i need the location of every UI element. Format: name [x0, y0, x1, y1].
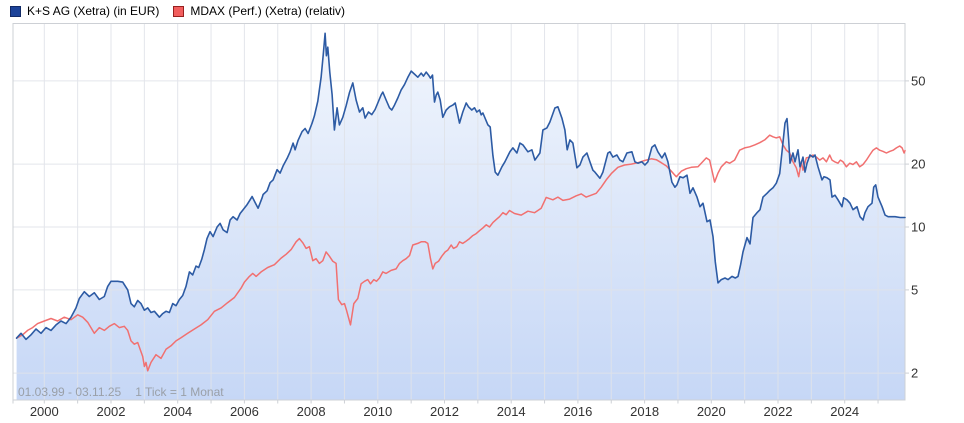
- x-axis-label: 2004: [163, 404, 192, 419]
- axis-ticks: [12, 80, 909, 404]
- x-axis-label: 2000: [30, 404, 59, 419]
- legend-item-mdax[interactable]: MDAX (Perf.) (Xetra) (relativ): [173, 4, 345, 18]
- x-axis-label: 2008: [297, 404, 326, 419]
- mdax-series-color-chip: [173, 5, 185, 17]
- y-axis-label: 50: [911, 73, 925, 88]
- gridlines: [13, 23, 905, 400]
- x-axis-label: 2012: [430, 404, 459, 419]
- legend-label-ks: K+S AG (Xetra) (in EUR): [27, 4, 160, 18]
- x-axis-label: 2016: [563, 404, 592, 419]
- x-axis-label: 2020: [697, 404, 726, 419]
- y-axis-label: 10: [911, 220, 925, 235]
- x-axis-label: 2002: [97, 404, 126, 419]
- mdax-relative-line: [15, 134, 906, 372]
- x-axis-label: 2010: [363, 404, 392, 419]
- ks-series-color-chip: [10, 5, 21, 17]
- x-axis-label: 2024: [830, 404, 859, 419]
- chart-legend: K+S AG (Xetra) (in EUR) MDAX (Perf.) (Xe…: [10, 0, 345, 22]
- y-axis-label: 2: [911, 366, 918, 381]
- x-axis-labels: 2000 2002 2004 2006 2008 2010 2012 2014 2016 2018…: [30, 404, 859, 419]
- x-axis-label: 2014: [497, 404, 526, 419]
- x-axis-label: 2018: [630, 404, 659, 419]
- chart-watermark: 01.03.99 - 03.11.25 1 Tick = 1 Monat: [18, 385, 224, 399]
- legend-label-mdax: MDAX (Perf.) (Xetra) (relativ): [190, 4, 346, 18]
- x-axis-label: 2006: [230, 404, 259, 419]
- y-axis-label: 5: [911, 282, 918, 297]
- y-axis-labels: 2 5 10 20 50: [911, 73, 925, 380]
- y-axis-label: 20: [911, 157, 925, 172]
- x-axis-label: 2022: [764, 404, 793, 419]
- ks-area-fill: [16, 33, 906, 401]
- ks-price-line: [15, 32, 906, 341]
- plot-border: [12, 23, 906, 401]
- legend-item-ks[interactable]: K+S AG (Xetra) (in EUR): [10, 4, 159, 18]
